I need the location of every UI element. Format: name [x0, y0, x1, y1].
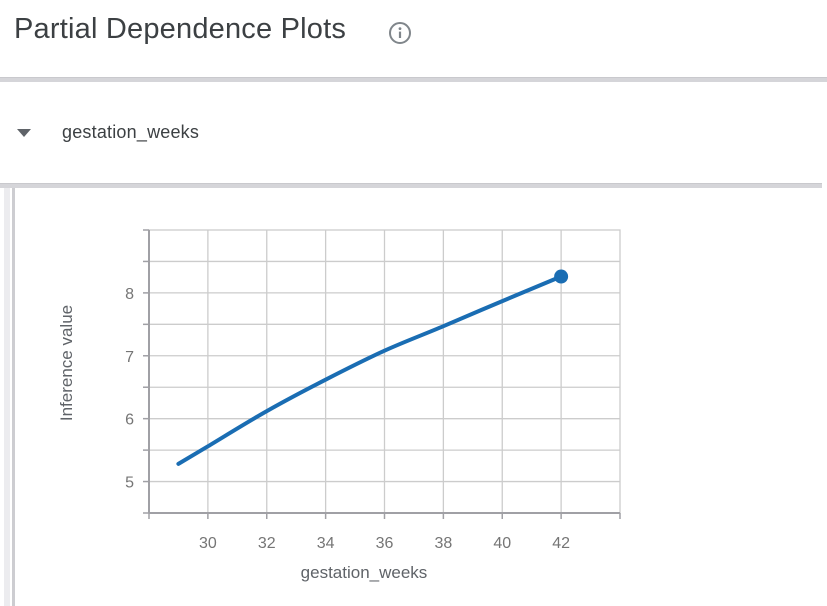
page-header: Partial Dependence Plots — [0, 0, 827, 77]
y-tick-label: 7 — [125, 349, 134, 366]
x-axis-title: gestation_weeks — [301, 563, 428, 582]
pdp-series — [176, 269, 569, 466]
section-label: gestation_weeks — [62, 122, 200, 142]
plot-area[interactable] — [149, 230, 620, 513]
header-divider — [0, 77, 827, 82]
tick-labels: 30 32 34 36 38 40 42 5 6 7 8 — [125, 286, 570, 552]
endpoint-marker — [554, 269, 569, 284]
y-tick-label: 6 — [125, 412, 134, 429]
y-tick-label: 5 — [125, 475, 134, 492]
plot-frame — [148, 229, 621, 514]
section-divider — [0, 183, 822, 188]
vertical-scrollbar-track[interactable] — [4, 188, 10, 606]
x-tick-label: 32 — [258, 535, 276, 552]
gridlines — [149, 230, 620, 513]
x-tick-label: 42 — [552, 535, 570, 552]
collapse-arrow-icon — [17, 128, 31, 137]
info-button[interactable] — [388, 21, 412, 45]
pdp-curve — [176, 274, 564, 466]
x-tick-label: 36 — [376, 535, 394, 552]
section-header-gestation-weeks[interactable]: gestation_weeks — [0, 82, 827, 183]
y-axis-title: Inference value — [57, 305, 76, 421]
y-tick-label: 8 — [125, 286, 134, 303]
x-tick-label: 38 — [434, 535, 452, 552]
page-title: Partial Dependence Plots — [14, 13, 347, 45]
x-tick-label: 30 — [199, 535, 217, 552]
x-tick-label: 40 — [493, 535, 511, 552]
axis-ticks — [143, 229, 621, 519]
x-tick-label: 34 — [317, 535, 335, 552]
info-icon — [389, 22, 411, 44]
panel-left-border — [12, 188, 15, 606]
